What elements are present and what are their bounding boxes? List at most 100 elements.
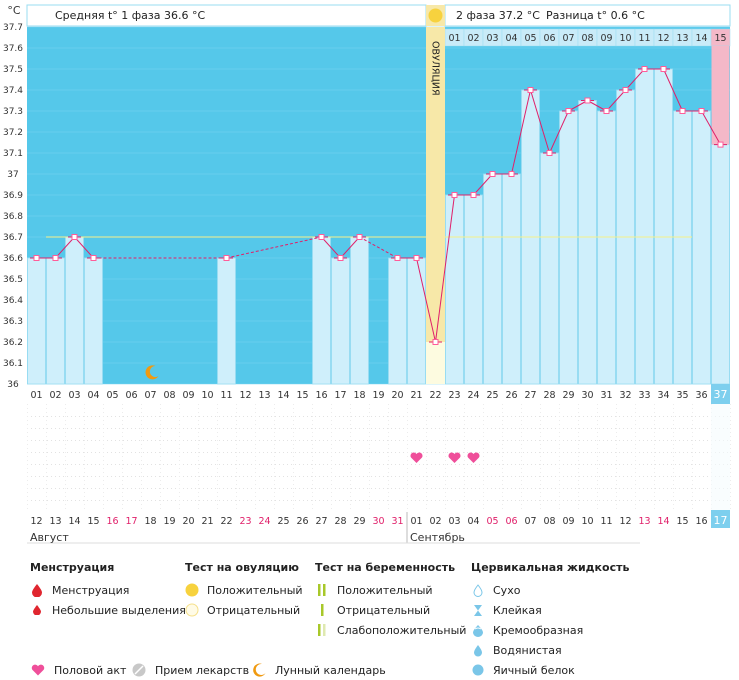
dot-grid [388,420,389,421]
dot-grid [293,508,294,509]
dot-grid [155,452,156,453]
dot-grid [147,500,148,501]
temperature-point [413,255,420,261]
dot-grid [175,416,176,417]
dot-grid [407,452,408,453]
dot-grid [616,464,617,465]
dot-grid [597,436,598,437]
dot-grid [119,428,120,429]
dot-grid [307,488,308,489]
dot-grid [707,416,708,417]
dot-grid [654,468,655,469]
dot-grid [179,420,180,421]
dot-grid [163,416,164,417]
dot-grid [692,476,693,477]
dot-grid [263,416,264,417]
dot-grid [46,488,47,489]
dot-grid [407,504,408,505]
cycle-day-label: 09 [182,390,194,401]
dot-grid [499,500,500,501]
dot-grid [445,504,446,505]
dot-grid [299,476,300,477]
dot-grid [540,440,541,441]
dot-grid [423,452,424,453]
dot-grid [578,452,579,453]
temperature-line-segment [587,100,607,112]
dot-grid [87,464,88,465]
dot-grid [198,472,199,473]
calendar-date-label: 06 [505,516,517,527]
dot-grid [387,488,388,489]
dot-grid [578,440,579,441]
dot-grid [312,424,313,425]
dot-grid [122,448,123,449]
legend-cervical: Цервикальная жидкость Сухо Клейкая Кремо… [471,560,629,680]
dot-grid [350,416,351,417]
dot-grid [293,404,294,405]
dot-grid [217,508,218,509]
dot-grid [451,452,452,453]
dot-grid [673,440,674,441]
dot-grid [312,408,313,409]
dot-grid [427,440,428,441]
dot-grid [623,416,624,417]
dot-grid [692,452,693,453]
dot-grid [151,416,152,417]
dot-grid [597,460,598,461]
temperature-point [337,255,344,261]
dot-grid [435,440,436,441]
dot-grid [616,472,617,473]
temperature-line-segment [530,89,550,154]
dot-grid [388,436,389,437]
dot-grid [443,416,444,417]
dot-grid [654,504,655,505]
dot-grid [559,448,560,449]
dot-grid [603,452,604,453]
dot-grid [623,476,624,477]
dot-grid [419,488,420,489]
dot-grid [127,488,128,489]
dot-grid [502,412,503,413]
dot-grid [671,500,672,501]
dot-grid [445,432,446,433]
calendar-date-label: 25 [277,516,289,527]
dot-grid [423,476,424,477]
dot-grid [511,488,512,489]
calendar-date-label: 27 [315,516,327,527]
dot-grid [587,416,588,417]
dot-grid [198,416,199,417]
dot-grid [507,452,508,453]
dot-grid [198,488,199,489]
dot-grid [331,404,332,405]
dot-grid [379,464,380,465]
dot-grid [399,464,400,465]
dot-grid [35,464,36,465]
dot-grid [651,476,652,477]
dot-grid [371,440,372,441]
dot-grid [502,444,503,445]
dot-grid [312,468,313,469]
dot-grid [160,496,161,497]
dot-grid [331,452,332,453]
dot-grid [198,428,199,429]
dot-grid [127,464,128,465]
dot-grid [611,416,612,417]
dot-grid [519,476,520,477]
dot-grid [415,476,416,477]
dot-grid [65,468,66,469]
dot-grid [65,416,66,417]
dot-grid [291,500,292,501]
dot-grid [236,480,237,481]
dot-grid [103,460,104,461]
dot-grid [167,488,168,489]
dot-grid [643,464,644,465]
dot-grid [198,408,199,409]
dot-grid [431,440,432,441]
dot-grid [179,448,180,449]
dot-grid [71,488,72,489]
dot-grid [198,496,199,497]
dot-grid [597,408,598,409]
dot-grid [271,416,272,417]
dot-grid [521,496,522,497]
dot-grid [527,416,528,417]
